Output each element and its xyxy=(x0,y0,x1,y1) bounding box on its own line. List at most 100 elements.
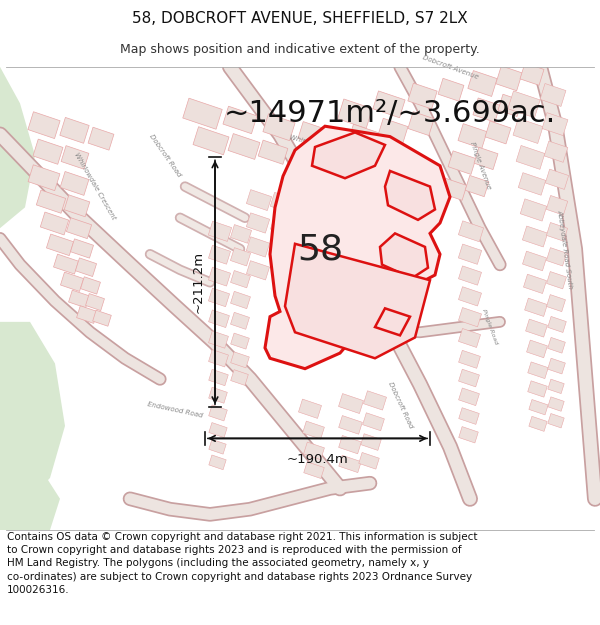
Polygon shape xyxy=(208,288,230,307)
Polygon shape xyxy=(385,171,435,220)
Polygon shape xyxy=(295,196,316,215)
Polygon shape xyxy=(68,290,89,308)
Polygon shape xyxy=(230,333,250,349)
Polygon shape xyxy=(263,114,295,141)
Polygon shape xyxy=(40,212,69,235)
Polygon shape xyxy=(193,127,229,155)
Polygon shape xyxy=(228,134,260,159)
Text: Endowood Road: Endowood Road xyxy=(147,401,203,419)
Polygon shape xyxy=(247,189,272,211)
Polygon shape xyxy=(0,67,35,228)
Polygon shape xyxy=(338,99,373,128)
Polygon shape xyxy=(230,271,250,288)
Polygon shape xyxy=(548,316,566,332)
Polygon shape xyxy=(209,388,227,403)
Polygon shape xyxy=(247,261,269,280)
Polygon shape xyxy=(364,391,386,410)
Polygon shape xyxy=(86,294,104,311)
Polygon shape xyxy=(547,294,565,312)
Polygon shape xyxy=(380,233,428,278)
Polygon shape xyxy=(523,251,547,271)
Text: Pingle Avenue: Pingle Avenue xyxy=(469,141,491,191)
Polygon shape xyxy=(545,169,569,189)
Polygon shape xyxy=(76,258,97,276)
Polygon shape xyxy=(528,362,548,379)
Polygon shape xyxy=(547,248,566,266)
Polygon shape xyxy=(209,405,227,421)
Text: ~190.4m: ~190.4m xyxy=(287,453,349,466)
Polygon shape xyxy=(338,436,361,454)
Text: Contains OS data © Crown copyright and database right 2021. This information is : Contains OS data © Crown copyright and d… xyxy=(7,532,478,595)
Text: Pingle Road: Pingle Road xyxy=(481,309,499,346)
Polygon shape xyxy=(304,462,324,479)
Polygon shape xyxy=(458,287,482,306)
Polygon shape xyxy=(298,122,327,146)
Polygon shape xyxy=(209,455,226,470)
Polygon shape xyxy=(312,132,385,178)
Polygon shape xyxy=(458,369,479,387)
Text: Dobcroft Road: Dobcroft Road xyxy=(148,133,182,178)
Polygon shape xyxy=(438,78,464,101)
Polygon shape xyxy=(37,190,65,213)
Polygon shape xyxy=(458,308,482,327)
Polygon shape xyxy=(546,196,568,215)
Text: Dobcroft Road: Dobcroft Road xyxy=(386,381,413,429)
Polygon shape xyxy=(61,146,89,169)
Polygon shape xyxy=(527,340,547,357)
Polygon shape xyxy=(473,98,500,122)
Polygon shape xyxy=(77,306,97,323)
Polygon shape xyxy=(230,369,248,386)
Polygon shape xyxy=(518,173,546,195)
Polygon shape xyxy=(540,84,566,106)
Polygon shape xyxy=(375,308,410,336)
Polygon shape xyxy=(524,298,547,316)
Text: Whirlowdale Crescent: Whirlowdale Crescent xyxy=(73,152,117,221)
Polygon shape xyxy=(88,127,114,150)
Polygon shape xyxy=(548,414,564,428)
Polygon shape xyxy=(60,118,89,143)
Polygon shape xyxy=(223,106,257,134)
Polygon shape xyxy=(459,408,479,424)
Polygon shape xyxy=(339,455,361,472)
Polygon shape xyxy=(0,447,60,530)
Polygon shape xyxy=(513,118,543,144)
Polygon shape xyxy=(523,274,547,294)
Polygon shape xyxy=(230,291,250,309)
Polygon shape xyxy=(209,439,226,454)
Text: ~14971m²/~3.699ac.: ~14971m²/~3.699ac. xyxy=(224,99,556,128)
Polygon shape xyxy=(548,338,565,353)
Polygon shape xyxy=(209,349,229,367)
Polygon shape xyxy=(520,199,547,221)
Polygon shape xyxy=(265,126,450,369)
Polygon shape xyxy=(508,91,540,118)
Text: 58, DOBCROFT AVENUE, SHEFFIELD, S7 2LX: 58, DOBCROFT AVENUE, SHEFFIELD, S7 2LX xyxy=(132,11,468,26)
Polygon shape xyxy=(378,118,408,144)
Polygon shape xyxy=(28,112,60,139)
Polygon shape xyxy=(302,421,325,439)
Polygon shape xyxy=(28,165,60,191)
Polygon shape xyxy=(208,245,230,264)
Polygon shape xyxy=(548,397,564,411)
Polygon shape xyxy=(208,267,230,286)
Polygon shape xyxy=(247,237,269,257)
Polygon shape xyxy=(548,358,565,374)
Polygon shape xyxy=(304,442,325,460)
Polygon shape xyxy=(0,322,65,509)
Text: ~211.2m: ~211.2m xyxy=(192,251,205,313)
Polygon shape xyxy=(271,216,292,235)
Text: Whirlowdale Road: Whirlowdale Road xyxy=(289,134,352,156)
Polygon shape xyxy=(440,178,467,200)
Polygon shape xyxy=(458,221,484,242)
Polygon shape xyxy=(516,146,545,169)
Polygon shape xyxy=(458,329,481,348)
Polygon shape xyxy=(459,427,478,443)
Polygon shape xyxy=(64,195,90,217)
Polygon shape xyxy=(247,213,269,233)
Polygon shape xyxy=(458,351,481,368)
Polygon shape xyxy=(53,254,79,274)
Polygon shape xyxy=(465,176,489,197)
Polygon shape xyxy=(529,399,548,415)
Polygon shape xyxy=(209,331,229,348)
Polygon shape xyxy=(523,226,548,247)
Polygon shape xyxy=(526,319,547,337)
